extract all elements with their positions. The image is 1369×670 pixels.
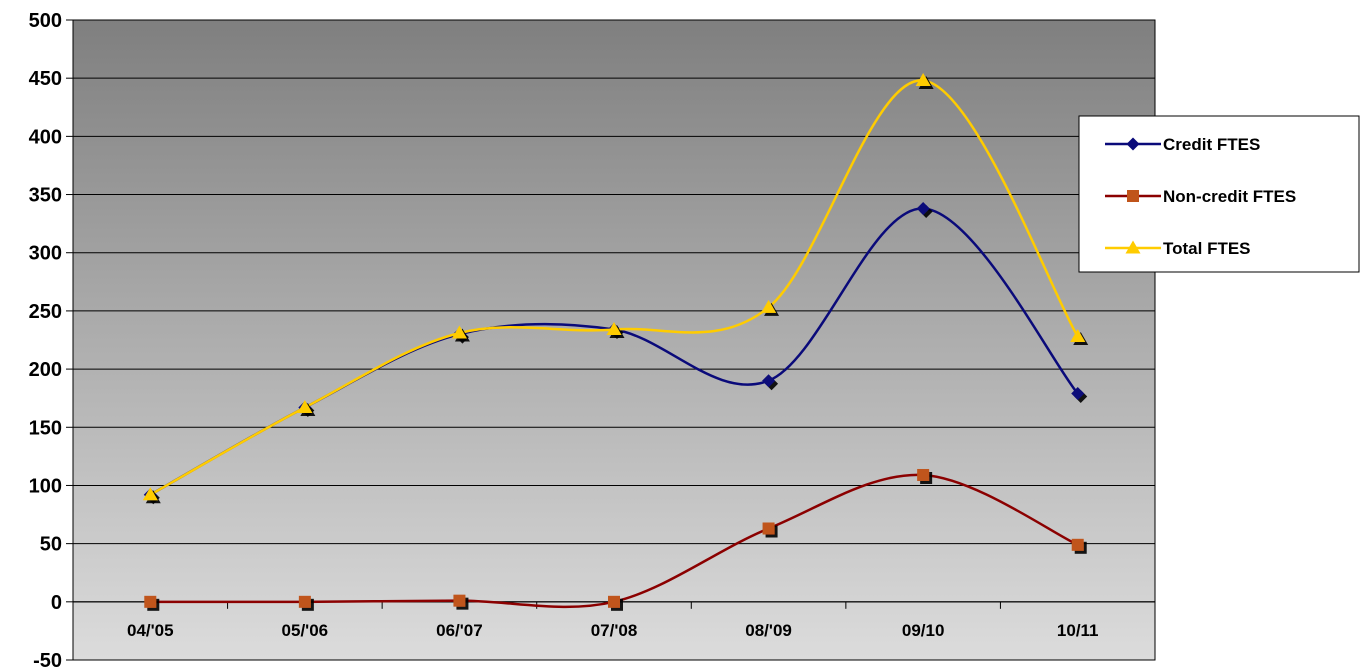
x-tick-label: 06/'07 bbox=[436, 621, 483, 640]
legend-marker-total-ftes bbox=[1125, 240, 1141, 254]
x-tick-label: 05/'06 bbox=[282, 621, 329, 640]
x-tick-label: 04/'05 bbox=[127, 621, 174, 640]
y-tick-label: 50 bbox=[40, 534, 62, 556]
data-point-non-credit-ftes bbox=[298, 595, 311, 608]
legend-box bbox=[1078, 115, 1360, 273]
data-point-non-credit-ftes bbox=[453, 594, 466, 607]
plot-border bbox=[72, 19, 1156, 661]
data-point-non-credit-ftes bbox=[917, 468, 930, 481]
legend-label-credit-ftes: Credit FTES bbox=[1163, 135, 1260, 154]
y-tick-label: 250 bbox=[29, 301, 62, 323]
legend-marker-non-credit-ftes bbox=[1127, 190, 1139, 202]
data-point-non-credit-ftes bbox=[144, 595, 157, 608]
y-tick-label: -50 bbox=[33, 650, 62, 670]
x-tick-label: 09/10 bbox=[902, 621, 945, 640]
data-point-credit-ftes bbox=[916, 202, 930, 216]
x-tick-label: 10/11 bbox=[1057, 621, 1099, 640]
data-point-non-credit-ftes bbox=[1071, 538, 1084, 551]
series bbox=[142, 73, 1086, 609]
data-point-non-credit-ftes bbox=[762, 522, 775, 535]
data-point-total-ftes bbox=[761, 299, 777, 313]
y-tick-label: 500 bbox=[29, 10, 62, 32]
data-point-credit-ftes bbox=[1071, 387, 1085, 401]
x-tick-label: 08/'09 bbox=[745, 621, 792, 640]
data-point-non-credit-ftes bbox=[608, 595, 620, 608]
data-point-total-ftes bbox=[915, 73, 931, 87]
legend: Credit FTES Non-credit FTES Total FTES bbox=[1078, 115, 1360, 273]
y-tick-label: 400 bbox=[29, 126, 62, 148]
y-tick-label: 200 bbox=[29, 359, 62, 381]
y-tick-label: 300 bbox=[29, 243, 62, 265]
data-point-total-ftes bbox=[1070, 329, 1086, 343]
y-tick-label: 450 bbox=[29, 68, 62, 90]
plot-area bbox=[73, 20, 1155, 660]
data-point-total-ftes bbox=[606, 322, 622, 336]
y-tick-label: 350 bbox=[29, 185, 62, 207]
y-tick-label: 150 bbox=[29, 417, 62, 439]
x-tick-label: 07/'08 bbox=[591, 621, 638, 640]
y-tick-label: 0 bbox=[51, 592, 62, 614]
y-tick-label: 100 bbox=[29, 475, 62, 497]
data-point-total-ftes bbox=[297, 399, 313, 413]
legend-marker-credit-ftes bbox=[1126, 137, 1140, 151]
data-point-total-ftes bbox=[142, 487, 158, 501]
legend-label-non-credit-ftes: Non-credit FTES bbox=[1163, 187, 1296, 206]
data-point-credit-ftes bbox=[762, 374, 776, 388]
data-point-total-ftes bbox=[451, 325, 467, 339]
legend-label-total-ftes: Total FTES bbox=[1163, 239, 1251, 258]
